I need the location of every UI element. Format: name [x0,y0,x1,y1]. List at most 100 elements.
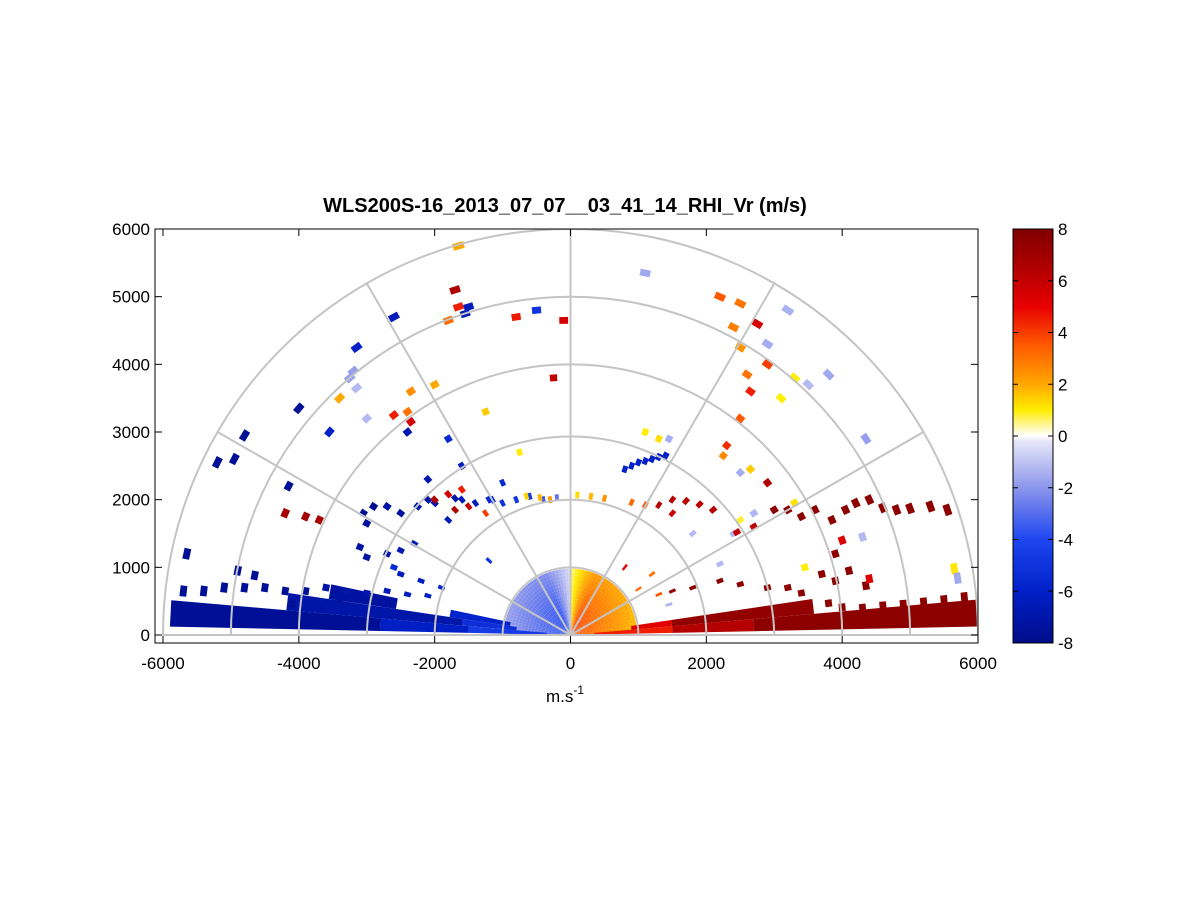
near-field-gate [590,590,594,595]
near-field-gate [586,622,590,625]
near-field-gate [565,595,568,600]
near-field-gate [609,614,613,619]
range-gate [402,427,413,437]
near-field-gate [608,606,613,611]
near-field-gate [535,589,541,594]
range-gate [655,501,663,510]
range-gate [444,490,453,499]
near-field-gate [568,622,570,627]
near-field-gate [537,591,543,597]
near-field-gate [619,598,625,604]
near-field-gate [623,614,628,619]
near-field-gate [589,614,593,619]
near-field-gate [560,593,563,597]
near-field-gate [587,571,593,576]
near-field-gate [574,579,578,583]
near-field-gate [525,605,530,610]
near-field-gate [551,599,555,604]
near-field-gate [529,599,535,604]
near-field-gate [548,589,553,594]
near-field-gate [604,587,609,592]
near-field-gate [595,626,599,629]
near-field-gate [523,616,528,620]
near-field-gate [622,611,627,616]
near-field-gate [609,602,614,607]
near-field-gate [522,596,528,602]
near-field-gate [589,629,593,632]
near-field-gate [572,623,575,627]
range-gate [423,474,433,484]
near-field-gate [542,627,546,630]
near-field-gate [615,611,620,616]
near-field-gate [565,613,567,617]
near-field-gate [554,580,558,585]
near-field-gate [564,616,566,621]
range-gate [745,464,756,474]
near-field-gate [547,622,551,626]
near-field-gate [578,630,582,632]
near-field-gate [526,603,531,608]
near-field-gate [554,602,558,606]
range-gate [314,515,324,525]
near-field-gate [628,619,633,624]
range-gate [402,406,413,417]
near-field-gate [610,611,616,615]
near-field-gate [561,626,564,630]
near-field-gate [558,631,563,633]
near-field-gate [565,578,569,583]
near-field-gate [576,625,579,629]
range-gate [396,546,405,555]
near-field-gate [581,617,585,621]
near-field-gate [582,629,586,632]
near-field-gate [546,602,550,607]
near-field-gate [562,625,566,629]
range-gate [575,491,580,499]
near-field-gate [593,615,598,619]
range-gate [549,374,558,382]
near-field-gate [557,604,561,609]
near-field-gate [588,593,593,598]
near-field-gate [542,624,547,627]
near-field-gate [571,616,573,620]
range-gate [860,432,872,445]
x-tick-label: -6000 [141,654,184,673]
near-field-gate [565,616,568,620]
near-field-gate [559,579,564,584]
near-field-gate [625,610,630,615]
near-field-gate [559,629,563,632]
range-gate [953,572,962,584]
range-gate [817,569,826,579]
near-field-gate [608,622,612,626]
near-field-gate [513,615,518,620]
near-field-gate [529,590,534,595]
near-field-gate [541,611,546,616]
range-gate [403,591,412,598]
near-field-gate [563,596,566,600]
near-field-gate [558,630,563,633]
near-field-gate [578,596,582,601]
near-field-gate [587,574,592,579]
near-field-gate [546,617,550,621]
near-field-gate [614,620,619,624]
near-field-gate [539,624,543,627]
range-gate [797,589,806,597]
near-field-gate [615,588,621,594]
near-field-gate [615,593,621,599]
near-field-gate [596,620,601,624]
near-field-gate [536,621,541,625]
colorbar: 8 6 4 2 0 -2 -4 -6 -8 [1012,220,1073,653]
near-field-gate [594,573,599,578]
near-field-gate [577,627,581,630]
near-field-gate [553,587,557,592]
near-field-gate [585,621,589,625]
range-gate [761,338,774,350]
near-field-gate [585,607,589,611]
near-field-gate [568,609,570,613]
near-field-gate [565,572,569,576]
low-elevation-wedge [671,599,815,627]
near-field-gate [586,592,590,597]
near-field-gate [587,604,591,609]
near-field-gate [515,609,520,614]
near-field-gate [599,601,604,606]
near-field-gate [575,592,578,597]
